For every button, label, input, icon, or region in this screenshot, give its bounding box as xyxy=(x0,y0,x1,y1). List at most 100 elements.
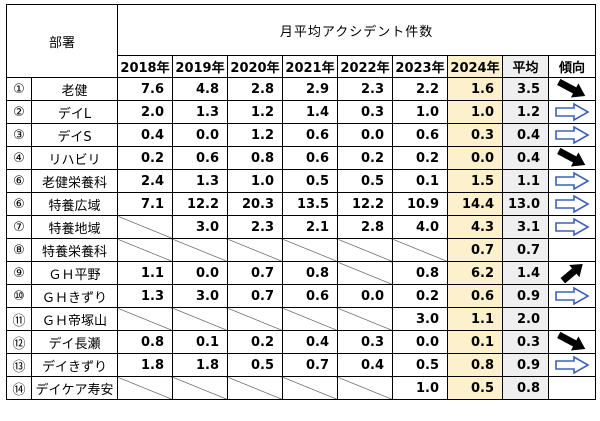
value-cell: 0.6 xyxy=(282,123,339,147)
value-cell: 0.6 xyxy=(392,123,449,147)
average-cell: 3.1 xyxy=(502,215,550,239)
value-cell: 2.3 xyxy=(227,215,284,239)
value-cell: 0.0 xyxy=(337,123,394,147)
value-cell: 0.0 xyxy=(337,284,394,308)
row-number: ⑥ xyxy=(6,192,32,216)
empty-cell xyxy=(282,238,339,262)
table-row: ③ デイS 0.4 0.0 1.2 0.6 0.0 0.6 0.3 0.4 xyxy=(6,123,597,147)
value-cell: 1.1 xyxy=(447,307,504,331)
value-cell: 0.2 xyxy=(392,284,449,308)
value-cell: 4.0 xyxy=(392,215,449,239)
value-cell: 1.4 xyxy=(282,100,339,124)
value-cell: 2.2 xyxy=(392,77,449,101)
table-row: ⑩ ＧＨきずり 1.3 3.0 0.7 0.6 0.0 0.2 0.6 0.9 xyxy=(6,284,597,308)
empty-cell xyxy=(392,238,449,262)
trend-cell xyxy=(548,215,597,239)
value-cell: 0.3 xyxy=(447,123,504,147)
value-cell: 0.5 xyxy=(447,376,504,400)
value-cell: 1.3 xyxy=(172,100,229,124)
department-name: デイS xyxy=(30,123,119,147)
department-name: デイ長瀬 xyxy=(30,330,119,354)
value-cell: 0.1 xyxy=(172,330,229,354)
empty-cell xyxy=(172,376,229,400)
value-cell: 1.5 xyxy=(447,169,504,193)
value-cell: 0.6 xyxy=(282,146,339,170)
value-cell: 3.0 xyxy=(172,215,229,239)
empty-cell xyxy=(227,238,284,262)
department-name: デイケア寿安 xyxy=(30,376,119,400)
value-cell: 0.7 xyxy=(227,284,284,308)
row-number: ④ xyxy=(6,146,32,170)
year-header: 2024年 xyxy=(447,55,504,78)
department-header: 部署 xyxy=(5,4,119,78)
table-row: ② デイL 2.0 1.3 1.2 1.4 0.3 1.0 1.0 1.2 xyxy=(6,100,597,124)
empty-cell xyxy=(227,307,284,331)
average-cell: 1.4 xyxy=(502,261,550,285)
value-cell: 4.3 xyxy=(447,215,504,239)
value-cell: 0.0 xyxy=(447,146,504,170)
average-cell: 0.4 xyxy=(502,123,550,147)
average-header: 平均 xyxy=(502,55,550,78)
value-cell: 0.7 xyxy=(447,238,504,262)
value-cell: 1.6 xyxy=(447,77,504,101)
empty-cell xyxy=(337,376,394,400)
empty-cell xyxy=(117,238,174,262)
right-arrow-icon xyxy=(550,218,595,236)
row-number: ⑫ xyxy=(6,330,32,354)
table-row: ⑥ 老健栄養科 2.4 1.3 1.0 0.5 0.5 0.1 1.5 1.1 xyxy=(6,169,597,193)
department-name: ＧＨきずり xyxy=(30,284,119,308)
value-cell: 0.5 xyxy=(337,169,394,193)
department-name: 老健 xyxy=(30,77,119,101)
value-cell: 1.8 xyxy=(172,353,229,377)
average-cell: 1.1 xyxy=(502,169,550,193)
value-cell: 20.3 xyxy=(227,192,284,216)
average-cell: 0.9 xyxy=(502,284,550,308)
value-cell: 10.9 xyxy=(392,192,449,216)
department-name: 特養栄養科 xyxy=(30,238,119,262)
value-cell: 7.1 xyxy=(117,192,174,216)
value-cell: 1.2 xyxy=(227,123,284,147)
table-row: ⑪ ＧＨ帝塚山 3.0 1.1 2.0 xyxy=(6,307,597,331)
table-title: 月平均アクシデント件数 xyxy=(117,4,597,56)
right-arrow-icon xyxy=(550,172,595,190)
value-cell: 2.8 xyxy=(337,215,394,239)
trend-cell xyxy=(548,330,597,354)
table-row: ① 老健 7.6 4.8 2.8 2.9 2.3 2.2 1.6 3.5 xyxy=(6,77,597,101)
value-cell: 0.3 xyxy=(337,100,394,124)
trend-cell xyxy=(548,123,597,147)
table-row: ⑥ 特養広域 7.1 12.2 20.3 13.5 12.2 10.9 14.4 13.0 xyxy=(6,192,597,216)
trend-cell xyxy=(548,146,597,170)
right-arrow-icon xyxy=(550,103,595,121)
trend-cell xyxy=(548,376,597,400)
value-cell: 1.2 xyxy=(227,100,284,124)
table-row: ④ リハビリ 0.2 0.6 0.8 0.6 0.2 0.2 0.0 0.4 xyxy=(6,146,597,170)
trend-header: 傾向 xyxy=(548,55,597,78)
row-number: ② xyxy=(6,100,32,124)
trend-cell xyxy=(548,238,597,262)
value-cell: 1.8 xyxy=(117,353,174,377)
empty-cell xyxy=(117,376,174,400)
average-cell: 3.5 xyxy=(502,77,550,101)
year-header: 2023年 xyxy=(392,55,449,78)
value-cell: 0.2 xyxy=(117,146,174,170)
trend-cell xyxy=(548,192,597,216)
value-cell: 2.4 xyxy=(117,169,174,193)
department-name: ＧＨ平野 xyxy=(30,261,119,285)
empty-cell xyxy=(227,376,284,400)
empty-cell xyxy=(117,307,174,331)
year-header: 2022年 xyxy=(337,55,394,78)
value-cell: 14.4 xyxy=(447,192,504,216)
value-cell: 1.0 xyxy=(392,376,449,400)
trend-cell xyxy=(548,100,597,124)
value-cell: 0.0 xyxy=(172,261,229,285)
value-cell: 2.9 xyxy=(282,77,339,101)
trend-cell xyxy=(548,284,597,308)
row-number: ⑬ xyxy=(6,353,32,377)
value-cell: 0.6 xyxy=(447,284,504,308)
value-cell: 0.4 xyxy=(337,353,394,377)
table-row: ⑦ 特養地域 3.0 2.3 2.1 2.8 4.0 4.3 3.1 xyxy=(6,215,597,239)
value-cell: 0.6 xyxy=(172,146,229,170)
empty-cell xyxy=(172,238,229,262)
department-name: 特養広域 xyxy=(30,192,119,216)
value-cell: 0.0 xyxy=(172,123,229,147)
